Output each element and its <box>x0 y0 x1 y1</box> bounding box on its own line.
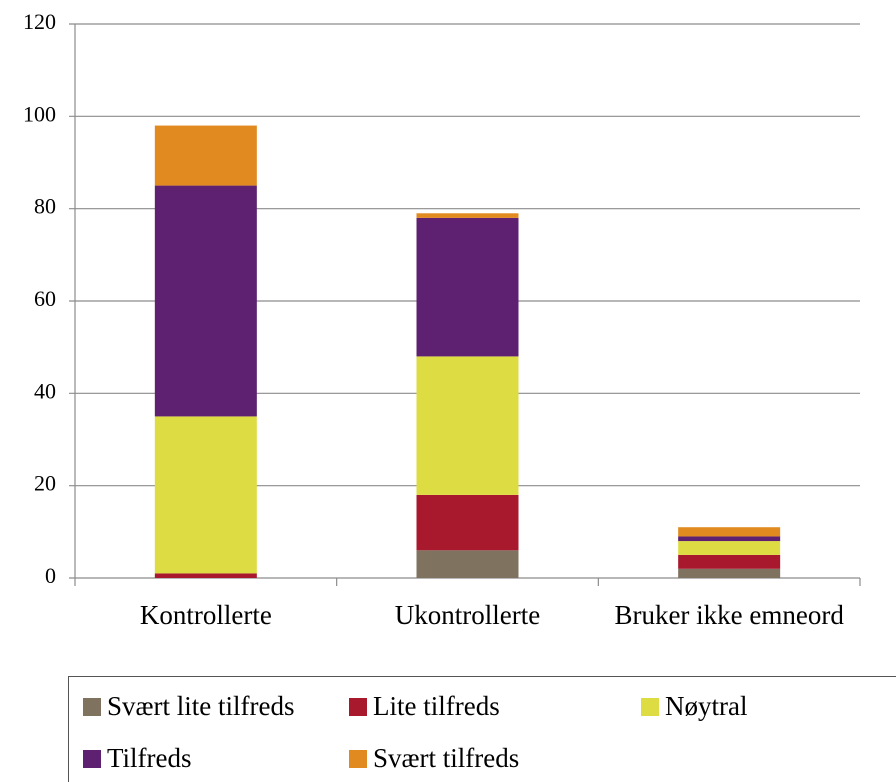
bar-segment <box>154 416 257 574</box>
bar-segment <box>678 536 781 542</box>
bar-segment <box>416 494 519 551</box>
legend-label: Svært lite tilfreds <box>107 691 295 721</box>
y-tick-label: 100 <box>23 101 56 126</box>
legend-label: Svært tilfreds <box>373 743 520 773</box>
x-tick-label: Bruker ikke emneord <box>614 600 844 630</box>
y-tick-label: 20 <box>34 471 56 496</box>
legend-swatch <box>349 697 367 716</box>
x-tick-label: Kontrollerte <box>139 600 272 630</box>
x-tick-label: Ukontrollerte <box>394 600 541 630</box>
bar-segment <box>416 550 519 578</box>
bar-segment <box>154 185 257 417</box>
bar-segment <box>416 217 519 357</box>
legend-label: Lite tilfreds <box>373 691 500 721</box>
legend-swatch <box>83 749 101 768</box>
y-tick-label: 0 <box>45 563 56 588</box>
bar-segment <box>154 573 257 578</box>
legend-label: Tilfreds <box>107 743 192 773</box>
y-tick-label: 60 <box>34 286 56 311</box>
bar-segment <box>416 356 519 495</box>
y-tick-label: 80 <box>34 194 56 219</box>
bar-segment <box>154 125 257 186</box>
legend-swatch <box>83 697 101 716</box>
legend-item: Lite tilfreds <box>349 691 500 722</box>
bar-segment <box>678 554 781 569</box>
legend-item: Nøytral <box>641 691 747 722</box>
y-tick-label: 40 <box>34 378 56 403</box>
legend-item: Svært lite tilfreds <box>83 691 294 722</box>
bar-segment <box>416 213 519 218</box>
legend-item: Svært tilfreds <box>349 743 519 774</box>
y-tick-label: 120 <box>23 9 56 34</box>
legend-swatch <box>349 749 367 768</box>
bar-segment <box>678 541 781 555</box>
legend-label: Nøytral <box>665 691 748 721</box>
legend: Svært lite tilfreds Lite tilfreds Nøytral T… <box>68 676 896 782</box>
legend-item: Tilfreds <box>83 743 192 774</box>
bar-segment <box>678 568 781 578</box>
legend-swatch <box>641 697 659 716</box>
bar-segment <box>678 527 781 537</box>
